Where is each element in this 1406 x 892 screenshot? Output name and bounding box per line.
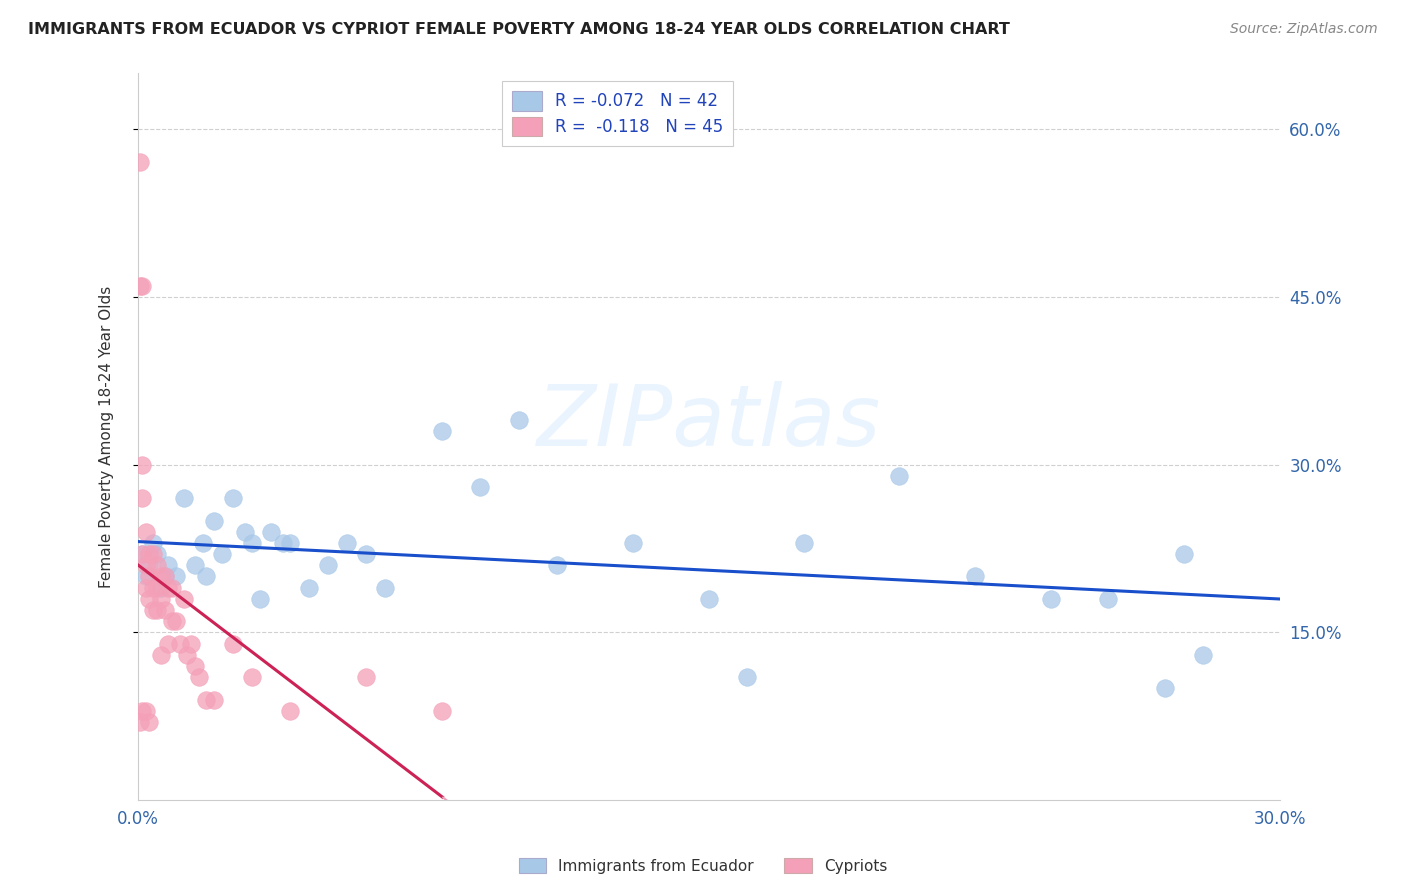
Point — [470, 480, 492, 494]
Point — [138, 569, 160, 583]
Point — [187, 670, 209, 684]
Point — [191, 536, 214, 550]
Text: Source: ZipAtlas.com: Source: ZipAtlas.com — [1230, 22, 1378, 37]
Point — [195, 692, 218, 706]
Point — [135, 569, 157, 583]
Point — [233, 524, 256, 539]
Point — [356, 670, 378, 684]
Point — [160, 581, 183, 595]
Point — [131, 458, 153, 472]
Point — [131, 491, 153, 505]
Point — [374, 581, 396, 595]
Point — [146, 603, 169, 617]
Point — [735, 670, 758, 684]
Point — [793, 536, 815, 550]
Point — [184, 659, 207, 673]
Point — [142, 581, 165, 595]
Point — [184, 558, 207, 573]
Point — [128, 714, 150, 729]
Y-axis label: Female Poverty Among 18-24 Year Olds: Female Poverty Among 18-24 Year Olds — [100, 285, 114, 588]
Point — [149, 581, 172, 595]
Legend: R = -0.072   N = 42, R =  -0.118   N = 45: R = -0.072 N = 42, R = -0.118 N = 45 — [502, 81, 734, 146]
Text: IMMIGRANTS FROM ECUADOR VS CYPRIOT FEMALE POVERTY AMONG 18-24 YEAR OLDS CORRELAT: IMMIGRANTS FROM ECUADOR VS CYPRIOT FEMAL… — [28, 22, 1010, 37]
Point — [131, 547, 153, 561]
Point — [508, 413, 530, 427]
Point — [222, 491, 245, 505]
Point — [128, 155, 150, 169]
Point — [138, 591, 160, 606]
Legend: Immigrants from Ecuador, Cypriots: Immigrants from Ecuador, Cypriots — [512, 852, 894, 880]
Point — [146, 558, 169, 573]
Point — [173, 591, 195, 606]
Point — [138, 558, 160, 573]
Point — [138, 547, 160, 561]
Point — [135, 558, 157, 573]
Point — [432, 424, 454, 438]
Point — [157, 581, 180, 595]
Point — [153, 569, 176, 583]
Point — [176, 648, 198, 662]
Point — [138, 714, 160, 729]
Point — [1154, 681, 1177, 696]
Point — [165, 614, 187, 628]
Point — [195, 569, 218, 583]
Point — [131, 704, 153, 718]
Point — [546, 558, 568, 573]
Point — [316, 558, 339, 573]
Point — [157, 637, 180, 651]
Point — [240, 670, 263, 684]
Point — [965, 569, 987, 583]
Point — [1192, 648, 1215, 662]
Point — [173, 491, 195, 505]
Point — [146, 581, 169, 595]
Point — [169, 637, 191, 651]
Point — [271, 536, 294, 550]
Point — [697, 591, 720, 606]
Point — [298, 581, 321, 595]
Point — [211, 547, 233, 561]
Point — [202, 692, 225, 706]
Point — [153, 603, 176, 617]
Point — [1040, 591, 1063, 606]
Point — [165, 569, 187, 583]
Point — [1173, 547, 1195, 561]
Point — [142, 536, 165, 550]
Point — [135, 581, 157, 595]
Point — [135, 704, 157, 718]
Point — [222, 637, 245, 651]
Point — [160, 614, 183, 628]
Point — [149, 569, 172, 583]
Point — [887, 468, 910, 483]
Point — [142, 547, 165, 561]
Point — [131, 547, 153, 561]
Point — [1097, 591, 1119, 606]
Point — [356, 547, 378, 561]
Point — [621, 536, 644, 550]
Point — [153, 569, 176, 583]
Text: ZIPatlas: ZIPatlas — [537, 381, 882, 464]
Point — [278, 704, 301, 718]
Point — [240, 536, 263, 550]
Point — [249, 591, 271, 606]
Point — [135, 524, 157, 539]
Point — [131, 278, 153, 293]
Point — [157, 558, 180, 573]
Point — [149, 648, 172, 662]
Point — [432, 704, 454, 718]
Point — [202, 514, 225, 528]
Point — [278, 536, 301, 550]
Point — [336, 536, 359, 550]
Point — [180, 637, 202, 651]
Point — [149, 591, 172, 606]
Point — [146, 547, 169, 561]
Point — [128, 278, 150, 293]
Point — [260, 524, 283, 539]
Point — [142, 603, 165, 617]
